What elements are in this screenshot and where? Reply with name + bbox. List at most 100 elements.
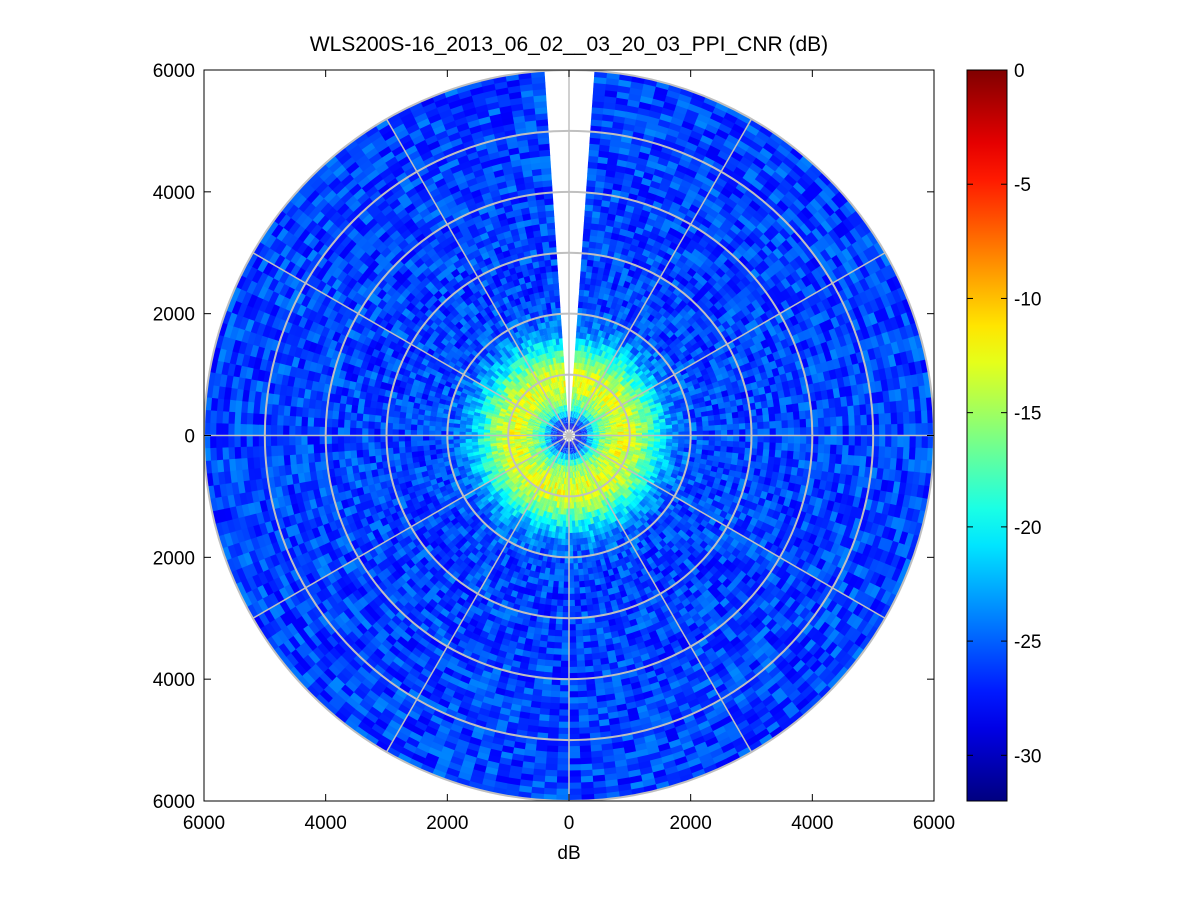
cnr-cell bbox=[584, 586, 592, 594]
cnr-cell bbox=[633, 341, 641, 350]
cnr-cell bbox=[611, 342, 618, 350]
cnr-cell bbox=[575, 419, 581, 426]
cnr-cell bbox=[702, 197, 715, 209]
cnr-cell bbox=[595, 279, 603, 287]
cnr-cell bbox=[594, 285, 602, 293]
cnr-cell bbox=[665, 212, 677, 223]
cnr-cell bbox=[585, 592, 592, 600]
cnr-cell bbox=[726, 418, 734, 425]
cnr-cell bbox=[579, 369, 584, 376]
cnr-cell bbox=[679, 125, 693, 137]
cnr-cell bbox=[878, 413, 886, 426]
cnr-cell bbox=[682, 147, 697, 158]
cnr-cell bbox=[679, 87, 695, 99]
cnr-cell bbox=[586, 185, 596, 194]
cnr-cell bbox=[620, 347, 628, 355]
cnr-cell bbox=[762, 414, 770, 423]
cnr-cell bbox=[599, 336, 605, 344]
cnr-cell bbox=[622, 178, 634, 188]
cnr-cell bbox=[666, 160, 680, 171]
cnr-cell bbox=[654, 429, 661, 433]
cnr-cell bbox=[842, 425, 850, 437]
cnr-cell bbox=[686, 188, 699, 200]
cnr-cell bbox=[578, 375, 582, 382]
cnr-cell bbox=[573, 418, 577, 425]
cnr-cell bbox=[701, 101, 716, 114]
cnr-cell bbox=[720, 424, 728, 431]
cnr-cell bbox=[823, 444, 831, 455]
cnr-cell bbox=[746, 145, 761, 159]
cnr-cell bbox=[656, 124, 670, 135]
cnr-cell bbox=[609, 347, 616, 355]
cnr-cell bbox=[574, 411, 578, 419]
cnr-cell bbox=[677, 184, 690, 195]
cnr-cell bbox=[575, 412, 579, 419]
cnr-cell bbox=[572, 404, 575, 412]
cnr-cell bbox=[757, 442, 764, 450]
cnr-cell bbox=[860, 445, 868, 458]
cnr-cell bbox=[688, 238, 699, 249]
cnr-cell bbox=[725, 197, 738, 210]
cnr-cell bbox=[584, 357, 589, 365]
cnr-cell bbox=[593, 82, 607, 91]
cnr-cell bbox=[606, 346, 613, 354]
cnr-cell bbox=[587, 296, 594, 304]
cnr-cell bbox=[594, 341, 600, 349]
cnr-cell bbox=[592, 204, 602, 213]
cnr-cell bbox=[586, 404, 591, 411]
cnr-cell bbox=[672, 195, 685, 206]
cnr-cell bbox=[879, 424, 886, 437]
cnr-cell bbox=[586, 179, 597, 188]
cnr-cell bbox=[781, 435, 789, 444]
cnr-cell bbox=[752, 135, 768, 149]
cnr-cell bbox=[589, 358, 594, 366]
cnr-cell bbox=[579, 400, 583, 408]
cnr-cell bbox=[575, 405, 579, 413]
cnr-cell bbox=[678, 93, 693, 104]
cnr-cell bbox=[599, 377, 605, 384]
cnr-cell bbox=[591, 366, 597, 374]
cnr-cell bbox=[612, 276, 621, 285]
cnr-cell bbox=[593, 76, 608, 85]
cnr-cell bbox=[582, 301, 588, 309]
cnr-cell bbox=[590, 309, 596, 317]
cnr-cell bbox=[707, 415, 715, 422]
cnr-cell bbox=[694, 172, 707, 184]
cnr-cell bbox=[599, 211, 609, 220]
cnr-cell bbox=[662, 197, 674, 208]
cnr-cell bbox=[590, 223, 600, 231]
cnr-cell bbox=[587, 327, 593, 335]
cnr-cell bbox=[591, 210, 601, 219]
cnr-cell bbox=[604, 89, 619, 98]
cnr-cell bbox=[626, 344, 634, 352]
cnr-cell bbox=[745, 123, 761, 137]
cnr-cell bbox=[589, 284, 596, 292]
cnr-cell bbox=[914, 410, 923, 425]
cnr-cell bbox=[580, 270, 587, 278]
cnr-cell bbox=[603, 181, 615, 190]
cnr-cell bbox=[578, 407, 583, 414]
cnr-cell bbox=[624, 235, 634, 245]
cnr-cell bbox=[696, 208, 709, 219]
cnr-cell bbox=[747, 183, 761, 196]
cnr-cell bbox=[591, 303, 598, 311]
cnr-cell bbox=[721, 117, 736, 130]
cnr-cell bbox=[617, 85, 632, 94]
cnr-cell bbox=[600, 343, 606, 351]
cnr-cell bbox=[718, 207, 731, 220]
cnr-cell bbox=[578, 414, 583, 421]
cnr-cell bbox=[583, 410, 589, 417]
cnr-cell bbox=[597, 267, 605, 275]
cnr-cell bbox=[733, 203, 746, 216]
cnr-cell bbox=[590, 229, 599, 237]
cnr-cell bbox=[574, 356, 578, 363]
cnr-cell bbox=[699, 161, 713, 173]
cnr-cell bbox=[915, 423, 923, 437]
cnr-cell bbox=[595, 303, 602, 312]
cnr-cell bbox=[684, 229, 696, 240]
cnr-cell bbox=[848, 445, 856, 457]
cnr-cell bbox=[879, 435, 886, 448]
cnr-cell bbox=[748, 118, 764, 132]
cnr-cell bbox=[585, 389, 590, 397]
cnr-cell bbox=[596, 389, 602, 397]
